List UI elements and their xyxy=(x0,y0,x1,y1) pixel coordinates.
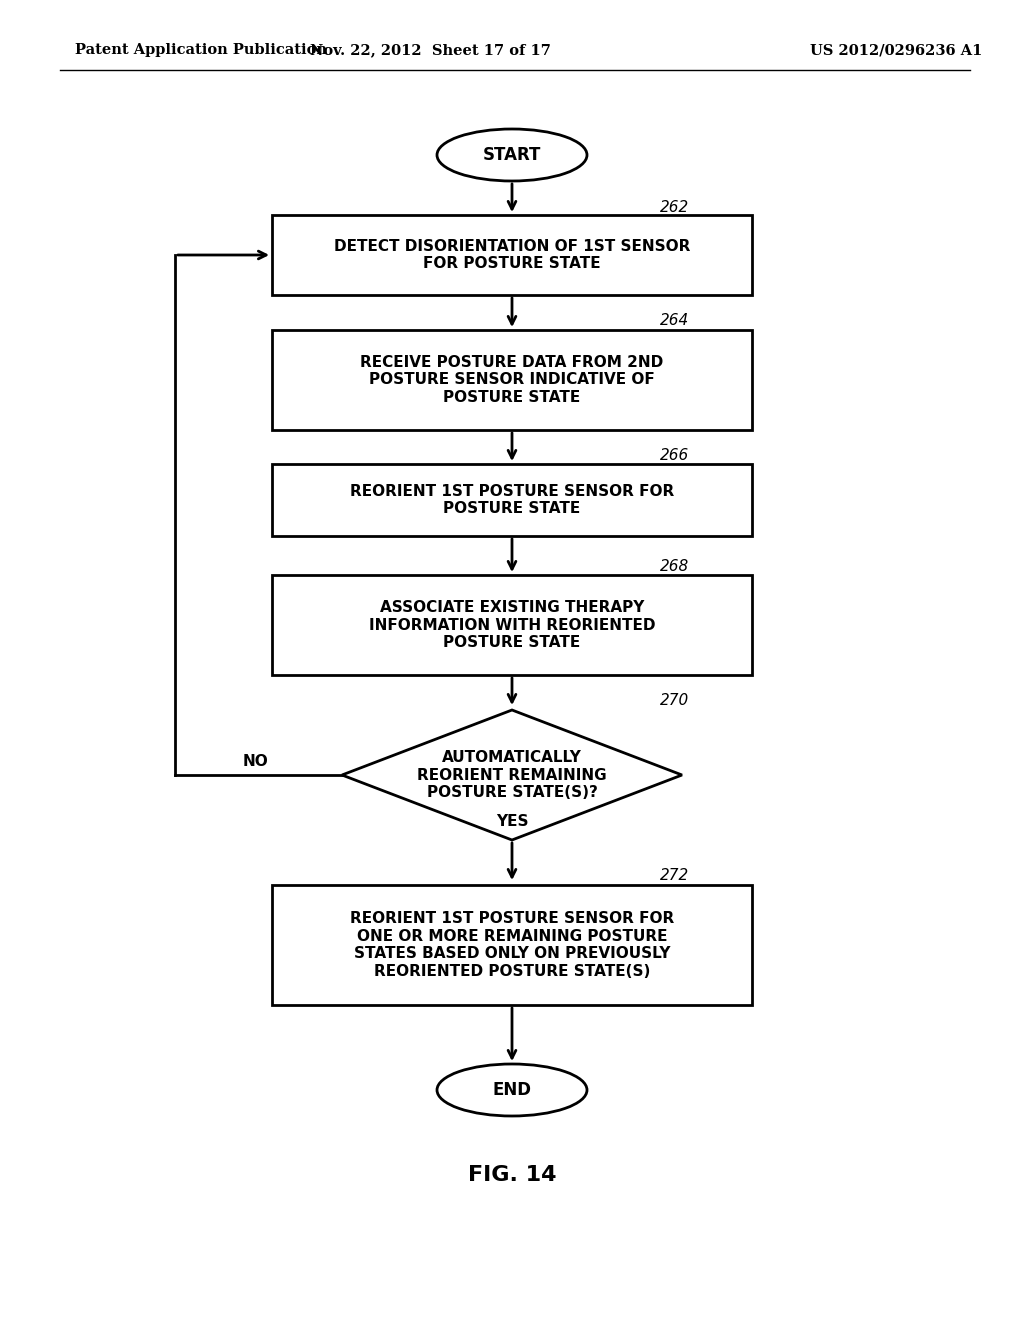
Bar xyxy=(272,576,752,675)
Text: US 2012/0296236 A1: US 2012/0296236 A1 xyxy=(810,44,982,57)
Text: 266: 266 xyxy=(660,447,689,463)
Text: REORIENT 1ST POSTURE SENSOR FOR
POSTURE STATE: REORIENT 1ST POSTURE SENSOR FOR POSTURE … xyxy=(350,484,674,516)
Text: 264: 264 xyxy=(660,313,689,327)
Text: 268: 268 xyxy=(660,558,689,574)
Text: DETECT DISORIENTATION OF 1ST SENSOR
FOR POSTURE STATE: DETECT DISORIENTATION OF 1ST SENSOR FOR … xyxy=(334,239,690,271)
Polygon shape xyxy=(342,710,682,840)
Bar xyxy=(272,215,752,294)
Bar xyxy=(272,330,752,430)
Text: Patent Application Publication: Patent Application Publication xyxy=(75,44,327,57)
Ellipse shape xyxy=(437,129,587,181)
Text: AUTOMATICALLY
REORIENT REMAINING
POSTURE STATE(S)?: AUTOMATICALLY REORIENT REMAINING POSTURE… xyxy=(417,750,607,800)
Ellipse shape xyxy=(437,1064,587,1115)
Text: ASSOCIATE EXISTING THERAPY
INFORMATION WITH REORIENTED
POSTURE STATE: ASSOCIATE EXISTING THERAPY INFORMATION W… xyxy=(369,601,655,649)
Text: REORIENT 1ST POSTURE SENSOR FOR
ONE OR MORE REMAINING POSTURE
STATES BASED ONLY : REORIENT 1ST POSTURE SENSOR FOR ONE OR M… xyxy=(350,911,674,978)
Text: FIG. 14: FIG. 14 xyxy=(468,1166,556,1185)
Text: NO: NO xyxy=(242,755,268,770)
Text: END: END xyxy=(493,1081,531,1100)
Bar xyxy=(272,465,752,536)
Text: RECEIVE POSTURE DATA FROM 2ND
POSTURE SENSOR INDICATIVE OF
POSTURE STATE: RECEIVE POSTURE DATA FROM 2ND POSTURE SE… xyxy=(360,355,664,405)
Text: YES: YES xyxy=(496,814,528,829)
Text: 262: 262 xyxy=(660,201,689,215)
Text: Nov. 22, 2012  Sheet 17 of 17: Nov. 22, 2012 Sheet 17 of 17 xyxy=(309,44,551,57)
Text: START: START xyxy=(482,147,542,164)
Text: 270: 270 xyxy=(660,693,689,708)
Bar xyxy=(272,884,752,1005)
Text: 272: 272 xyxy=(660,869,689,883)
